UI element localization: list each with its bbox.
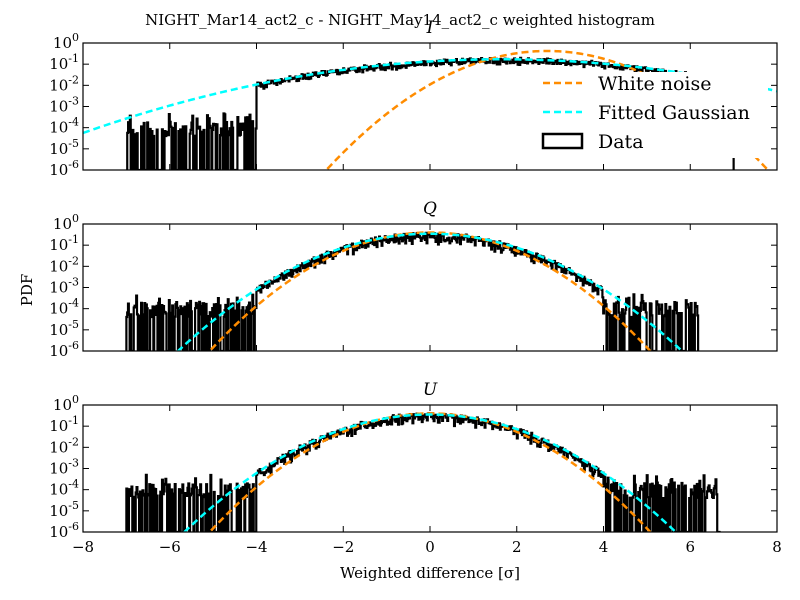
legend-background [536, 72, 768, 158]
y-tick-label-u: 10-5 [49, 499, 79, 520]
y-tick-label-u: 10-3 [49, 457, 79, 478]
x-axis-title: Weighted difference [σ] [340, 564, 520, 582]
plot-series-u [125, 412, 721, 532]
panel-title-i: I [426, 18, 434, 38]
legend: White noise Fitted Gaussian Data [536, 72, 768, 158]
y-tick-label-u: 100 [53, 393, 79, 414]
fitted-gaussian-curve-q [176, 232, 684, 351]
legend-data-label: Data [598, 131, 644, 153]
figure-title: NIGHT_Mar14_act2_c - NIGHT_May14_act2_c … [145, 11, 655, 29]
y-tick-label-q: 10-3 [49, 276, 79, 297]
y-tick-label-i: 10-6 [49, 158, 79, 179]
y-tick-label-i: 10-5 [49, 137, 79, 158]
legend-data-swatch [541, 132, 584, 150]
y-tick-label-i: 100 [53, 31, 79, 52]
y-tick-label-u: 10-4 [49, 478, 79, 499]
x-tick-label: 2 [512, 538, 522, 556]
fitted-gaussian-curve-i [83, 58, 777, 135]
legend-white-noise-label: White noise [598, 73, 712, 95]
x-tick-label: −6 [159, 538, 181, 556]
y-tick-label-q: 10-6 [49, 339, 79, 360]
y-tick-label-u: 10-6 [49, 520, 79, 541]
data-histogram-u [125, 412, 721, 532]
y-axis-title: PDF [18, 274, 36, 307]
y-tick-label-q: 10-1 [49, 233, 79, 254]
y-tick-label-q: 10-5 [49, 318, 79, 339]
panel-title-u: U [423, 380, 438, 400]
y-tick-label-q: 10-4 [49, 297, 79, 318]
y-tick-label-i: 10-3 [49, 95, 79, 116]
x-tick-label: −4 [245, 538, 267, 556]
fitted-gaussian-curve-u [182, 413, 678, 532]
x-tick-label: 4 [599, 538, 609, 556]
y-tick-label-i: 10-1 [49, 52, 79, 73]
y-tick-label-q: 100 [53, 212, 79, 233]
white-noise-curve-q [208, 231, 652, 351]
x-tick-label: −8 [72, 538, 94, 556]
y-tick-label-u: 10-2 [49, 435, 79, 456]
y-tick-label-q: 10-2 [49, 254, 79, 275]
x-tick-label: 6 [685, 538, 695, 556]
plot-series-q [125, 231, 700, 351]
x-tick-label: 0 [425, 538, 435, 556]
y-tick-label-i: 10-4 [49, 116, 79, 137]
panel-title-q: Q [423, 199, 437, 219]
x-tick-label: −2 [332, 538, 354, 556]
legend-fitted-gaussian-label: Fitted Gaussian [598, 102, 750, 124]
y-tick-label-i: 10-2 [49, 73, 79, 94]
x-tick-label: 8 [772, 538, 782, 556]
y-tick-label-u: 10-1 [49, 414, 79, 435]
